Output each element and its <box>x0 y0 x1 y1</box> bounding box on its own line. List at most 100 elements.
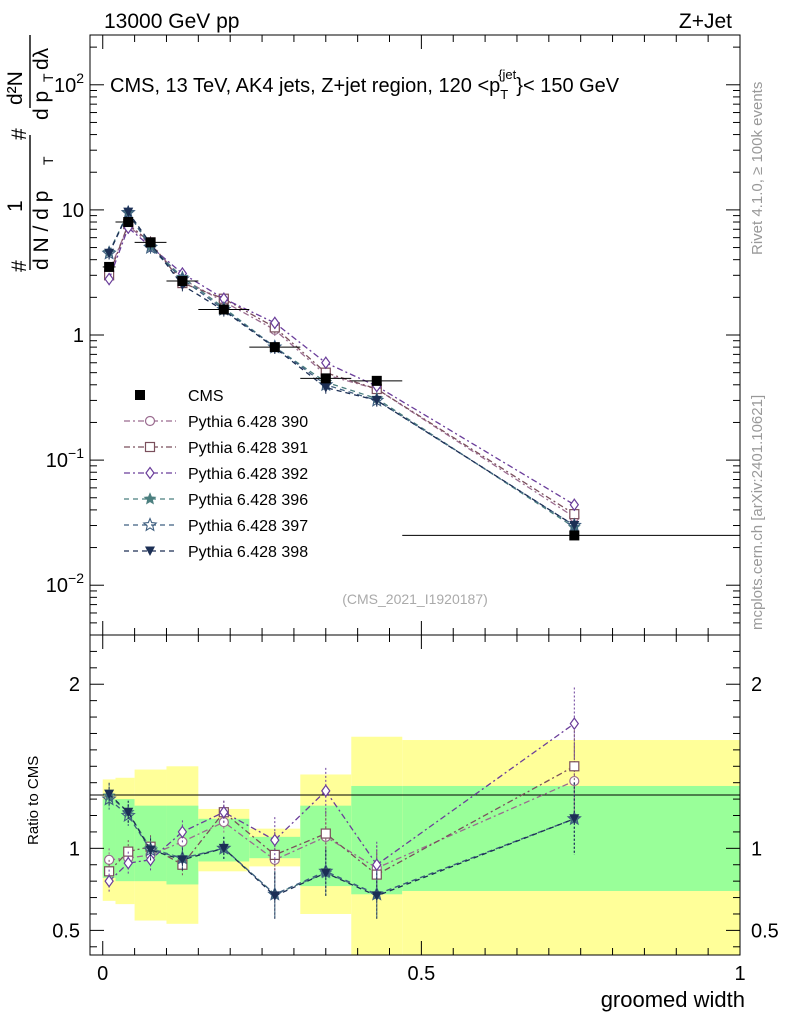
ratio-y-tick-label: 1 <box>69 838 80 860</box>
legend-marker <box>143 492 157 505</box>
ratio-point <box>104 874 114 888</box>
y-axis-hash-2: # <box>8 128 31 140</box>
series-pythia-6.428-397 <box>101 204 582 532</box>
legend-label: Pythia 6.428 391 <box>188 440 308 457</box>
series-pythia-6.428-390 <box>104 219 580 524</box>
cms-data-point <box>269 342 280 353</box>
series-line <box>108 211 575 527</box>
data-point <box>371 395 382 406</box>
data-point <box>104 248 115 259</box>
ratio-axis-ticks: 0.5 0.5 1 1 2 2 0 0.5 1 <box>52 635 779 985</box>
legend: CMS Pythia 6.428 390 Pythia 6.428 391 Pythi… <box>124 388 308 561</box>
y-tick-exp: 2 <box>76 70 84 86</box>
data-point <box>569 521 580 531</box>
y-axis-one: 1 <box>4 200 27 212</box>
ratio-point <box>320 868 331 878</box>
series-line <box>108 210 575 527</box>
y-axis-dpT: d p <box>30 91 53 120</box>
ratio-point <box>177 825 188 839</box>
x-tick-label: 0.5 <box>407 963 435 985</box>
ratio-line <box>108 798 575 896</box>
cms-data-point <box>569 530 580 541</box>
cms-data-point <box>104 261 115 272</box>
ratio-point <box>177 855 188 865</box>
ratio-uncertainty-bands <box>102 736 740 955</box>
band-inner <box>249 836 301 859</box>
plot-title-sub: T <box>500 87 508 102</box>
ratio-point <box>123 856 133 870</box>
ratio-line <box>108 723 575 882</box>
ratio-point <box>372 858 382 872</box>
watermark: (CMS_2021_I1920187) <box>342 591 488 607</box>
ratio-point <box>569 775 580 787</box>
ratio-point <box>104 789 115 800</box>
y-tick-base: 10 <box>54 75 76 97</box>
y-tick-base: 1 <box>73 325 84 347</box>
ratio-point <box>145 845 156 855</box>
header-process: Z+Jet <box>679 10 732 33</box>
ratio-point <box>320 828 331 839</box>
main-y-tick-label: 10−1 <box>46 445 84 472</box>
main-y-tick-label: 10 <box>62 200 84 222</box>
plot-title: CMS, 13 TeV, AK4 jets, Z+jet region, 120… <box>110 67 620 102</box>
plot-title-b: }< 150 GeV <box>516 75 620 97</box>
legend-marker <box>145 546 155 556</box>
legend-marker <box>145 466 155 480</box>
legend-label: Pythia 6.428 397 <box>188 518 308 535</box>
y-axis-T-1: T <box>40 156 56 165</box>
ratio-y-tick-label-right: 2 <box>751 674 762 696</box>
legend-label: Pythia 6.428 396 <box>188 492 308 509</box>
legend-item: Pythia 6.428 391 <box>124 440 308 457</box>
y-tick-base: 10 <box>62 200 84 222</box>
x-tick-label: 0 <box>97 963 108 985</box>
main-y-tick-label: 10−2 <box>46 570 84 597</box>
series-cms-data <box>102 217 740 541</box>
legend-item: Pythia 6.428 390 <box>124 414 308 431</box>
main-axis-ticks <box>90 35 741 636</box>
legend-item-cms: CMS <box>135 388 224 405</box>
series-line <box>108 224 575 518</box>
main-y-tick-label: 1 <box>73 325 84 347</box>
main-y-tick-label: 102 <box>54 70 84 97</box>
ratio-point <box>269 891 280 901</box>
main-panel: CMS, 13 TeV, AK4 jets, Z+jet region, 120… <box>4 34 741 636</box>
x-axis-title: groomed width <box>601 987 745 1012</box>
ratio-y-axis-title: Ratio to CMS <box>25 756 42 845</box>
ratio-panel: 0.5 0.5 1 1 2 2 0 0.5 1 Ratio to CMS groomed wid… <box>25 634 779 1012</box>
ratio-point <box>270 833 280 847</box>
ratio-point <box>101 791 117 806</box>
legend-item: Pythia 6.428 392 <box>124 466 308 483</box>
cms-data-point <box>177 276 188 287</box>
y-axis-hash-1: # <box>8 260 31 272</box>
ratio-point <box>218 843 229 854</box>
header-energy: 13000 GeV pp <box>104 10 239 33</box>
legend-item: Pythia 6.428 397 <box>124 517 308 535</box>
ratio-point <box>219 805 229 819</box>
ratio-y-tick-label-right: 1 <box>751 838 762 860</box>
data-point <box>270 316 280 330</box>
band-inner <box>402 785 740 891</box>
ratio-point <box>123 807 134 818</box>
series-pythia-6.428-391 <box>104 217 580 521</box>
legend-label: Pythia 6.428 390 <box>188 414 308 431</box>
legend-label: Pythia 6.428 392 <box>188 466 308 483</box>
y-tick-exp: −1 <box>68 445 84 461</box>
y-tick-base: 10 <box>46 450 68 472</box>
legend-marker <box>135 390 145 400</box>
ratio-y-tick-label: 0.5 <box>52 920 80 942</box>
ratio-series-pythia-6.428-398 <box>104 782 580 919</box>
y-tick-base: 10 <box>46 575 68 597</box>
y-axis-dN: d N / d p <box>30 191 53 270</box>
data-point <box>320 383 331 393</box>
ratio-point <box>569 761 580 772</box>
plot-title-a: CMS, 13 TeV, AK4 jets, Z+jet region, 120… <box>110 75 500 97</box>
data-point <box>123 207 134 218</box>
data-point <box>569 498 580 512</box>
ratio-series-pythia-6.428-392 <box>104 687 580 893</box>
cms-data-point <box>218 304 229 315</box>
cms-data-point <box>145 237 156 248</box>
ratio-point <box>371 891 382 901</box>
ratio-point <box>569 814 580 824</box>
